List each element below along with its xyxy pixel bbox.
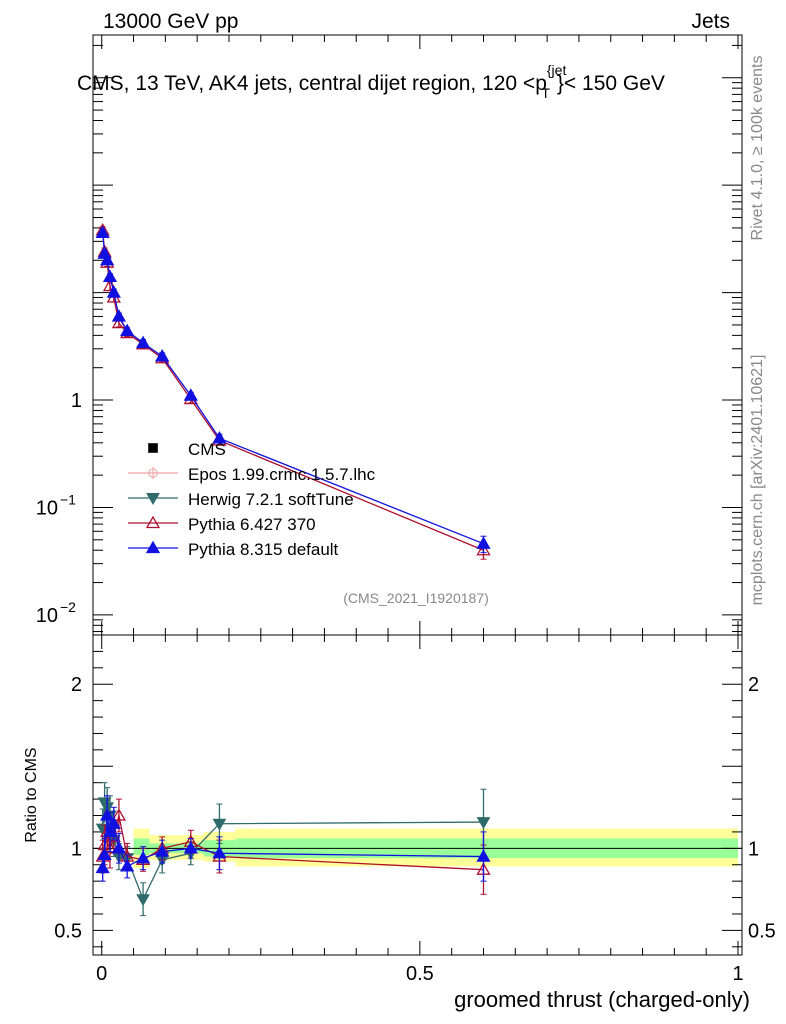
main-series-1-point <box>111 309 127 322</box>
legend-label-3: Pythia 6.427 370 <box>188 515 316 534</box>
analysis-id: (CMS_2021_I1920187) <box>343 590 489 606</box>
axis-ticks <box>93 35 742 955</box>
ratio-series-1-point <box>102 841 118 854</box>
main-series-1-point <box>106 285 121 298</box>
x-axis-label: groomed thrust (charged-only) <box>454 987 750 1012</box>
legend-marker-3 <box>145 515 161 529</box>
plot-title: CMS, 13 TeV, AK4 jets, central dijet reg… <box>77 62 665 101</box>
main-series-1-point <box>183 388 198 401</box>
ratio-series-2-point <box>183 841 198 854</box>
legend: CMS Epos 1.99.crmc.1.5.7.lhc Herwig 7.2.1 … <box>128 440 376 559</box>
ratio-y-tick-label: 1 <box>71 838 82 860</box>
ratio-series-2-point <box>120 859 135 872</box>
main-series-1-point <box>476 536 491 549</box>
legend-marker-0 <box>148 443 158 453</box>
ratio-series-2-point <box>135 850 151 864</box>
plot-title-sub: T <box>541 85 550 101</box>
legend-label-1: Epos 1.99.crmc.1.5.7.lhc <box>188 465 376 484</box>
ratio-series-0-point <box>136 894 150 907</box>
main-series-1-point <box>212 431 227 444</box>
main-y-tick-exponent: −2 <box>60 599 76 615</box>
legend-label-2: Herwig 7.2.1 softTune <box>188 490 354 509</box>
mcplots-url: mcplots.cern.ch [arXiv:2401.10621] <box>749 355 766 606</box>
ratio-y-tick-label-right: 1 <box>748 838 759 860</box>
ratio-series-2-point <box>212 845 227 859</box>
main-y-tick-label: 1 <box>71 390 82 412</box>
ratio-series-1-point <box>111 808 127 821</box>
ratio-y-tick-label-right: 2 <box>748 674 759 696</box>
main-series-1-point <box>120 323 135 337</box>
ratio-series-2-point <box>102 824 118 838</box>
main-y-tick-exponent: −1 <box>60 491 76 507</box>
ratio-series-2-point <box>106 816 121 829</box>
main-y-tick-label: 10 <box>36 497 58 519</box>
plot-title-sup: {jet <box>547 62 567 78</box>
main-series-group <box>95 223 491 560</box>
ratio-series-group <box>95 782 491 917</box>
main-series-1-point <box>100 252 115 266</box>
ratio-y-tick-label-right: 0.5 <box>748 920 776 942</box>
ratio-series-2-point <box>155 844 170 857</box>
ratio-series-2-point <box>97 847 112 861</box>
main-series-0-point <box>476 542 491 556</box>
ratio-series-2-point <box>111 841 127 854</box>
ratio-series-0-point <box>212 818 227 831</box>
ratio-y-tick-label: 0.5 <box>54 920 82 942</box>
plot-title-end: }< 150 GeV <box>557 72 665 95</box>
header-left: 13000 GeV pp <box>103 10 238 33</box>
legend-label-0: CMS <box>188 440 226 459</box>
main-series-1-point <box>135 335 151 349</box>
rivet-version: Rivet 4.1.0, ≥ 100k events <box>749 56 766 241</box>
legend-marker-4 <box>145 540 161 554</box>
ratio-series-0-point <box>476 817 491 830</box>
x-tick-label: 0.5 <box>406 963 434 985</box>
legend-marker-2 <box>146 493 160 506</box>
x-tick-label: 0 <box>96 963 107 985</box>
ratio-panel-frame <box>92 634 743 956</box>
plot-title-main: CMS, 13 TeV, AK4 jets, central dijet reg… <box>77 72 547 95</box>
header-right: Jets <box>691 10 730 33</box>
main-series-1-point <box>102 269 118 283</box>
ratio-y-axis-label: Ratio to CMS <box>23 747 40 842</box>
main-y-tick-label: 10 <box>36 605 58 627</box>
ratio-y-tick-label: 2 <box>71 674 82 696</box>
ratio-series-2-point <box>476 849 491 862</box>
x-tick-label: 1 <box>732 963 743 985</box>
main-series-0-point <box>102 278 118 292</box>
legend-label-4: Pythia 8.315 default <box>188 540 339 559</box>
main-series-1-point <box>95 225 110 238</box>
main-series-1-point <box>155 349 170 362</box>
ratio-series-2-point <box>95 860 110 874</box>
